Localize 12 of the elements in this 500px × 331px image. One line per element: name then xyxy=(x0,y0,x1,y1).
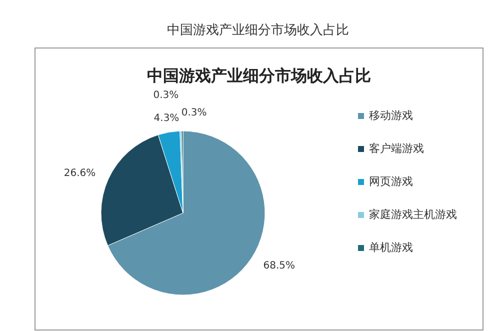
legend-label: 移动游戏 xyxy=(369,109,413,122)
chart-title: 中国游戏产业细分市场收入占比 xyxy=(167,23,349,38)
legend-label: 客户端游戏 xyxy=(369,142,424,156)
data-label: 68.5% xyxy=(263,260,296,272)
data-label: 0.3% xyxy=(181,108,207,119)
legend-label: 单机游戏 xyxy=(369,241,413,254)
legend-label: 网页游戏 xyxy=(369,175,413,188)
data-label: 4.3% xyxy=(154,113,180,124)
data-label: 0.3% xyxy=(153,90,179,101)
legend-label: 家庭游戏主机游戏 xyxy=(369,208,457,222)
chart-subtitle: 中国游戏产业细分市场收入占比 xyxy=(147,66,371,85)
data-label: 26.6% xyxy=(64,168,96,179)
